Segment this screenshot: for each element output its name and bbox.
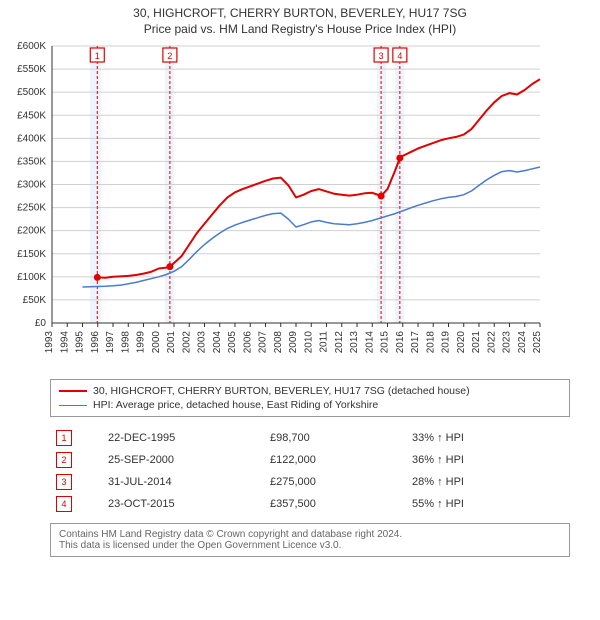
svg-text:£400K: £400K — [17, 133, 46, 144]
svg-text:2017: 2017 — [410, 331, 421, 354]
license-footer: Contains HM Land Registry data © Crown c… — [50, 523, 570, 557]
sale-marker: 4 — [56, 496, 72, 512]
svg-text:2011: 2011 — [319, 331, 330, 353]
svg-text:£200K: £200K — [17, 226, 46, 237]
svg-text:2020: 2020 — [456, 331, 467, 354]
svg-text:1994: 1994 — [59, 331, 70, 354]
sale-marker: 1 — [56, 430, 72, 446]
svg-text:1996: 1996 — [90, 331, 101, 354]
svg-text:£450K: £450K — [17, 110, 46, 121]
legend-item: 30, HIGHCROFT, CHERRY BURTON, BEVERLEY, … — [59, 384, 561, 398]
svg-text:2012: 2012 — [334, 331, 345, 354]
sale-price: £357,500 — [264, 493, 406, 515]
title-subtitle: Price paid vs. HM Land Registry's House … — [0, 22, 600, 36]
svg-text:2015: 2015 — [380, 331, 391, 354]
legend-swatch — [59, 390, 87, 392]
sale-date: 25-SEP-2000 — [102, 449, 264, 471]
sale-marker: 3 — [56, 474, 72, 490]
svg-text:1995: 1995 — [75, 331, 86, 354]
svg-text:2002: 2002 — [181, 331, 192, 354]
svg-text:2023: 2023 — [502, 331, 513, 354]
svg-text:1993: 1993 — [44, 331, 55, 354]
svg-text:1999: 1999 — [136, 331, 147, 354]
legend-label: 30, HIGHCROFT, CHERRY BURTON, BEVERLEY, … — [93, 385, 470, 397]
table-row: 1 22-DEC-1995£98,70033% ↑ HPI — [50, 427, 570, 449]
svg-text:4: 4 — [397, 51, 402, 61]
svg-text:3: 3 — [379, 51, 384, 61]
svg-text:£0: £0 — [35, 318, 47, 329]
svg-text:2001: 2001 — [166, 331, 177, 354]
svg-text:2: 2 — [167, 51, 172, 61]
svg-text:2018: 2018 — [425, 331, 436, 354]
svg-text:2014: 2014 — [364, 331, 375, 354]
page: 30, HIGHCROFT, CHERRY BURTON, BEVERLEY, … — [0, 0, 600, 620]
svg-text:£150K: £150K — [17, 249, 46, 260]
sale-marker: 2 — [56, 452, 72, 468]
svg-text:2005: 2005 — [227, 331, 238, 354]
svg-text:2007: 2007 — [258, 331, 269, 354]
sale-price: £275,000 — [264, 471, 406, 493]
title-block: 30, HIGHCROFT, CHERRY BURTON, BEVERLEY, … — [0, 0, 600, 38]
legend-item: HPI: Average price, detached house, East… — [59, 398, 561, 412]
svg-text:2013: 2013 — [349, 331, 360, 354]
table-row: 3 31-JUL-2014£275,00028% ↑ HPI — [50, 471, 570, 493]
svg-text:£50K: £50K — [23, 295, 47, 306]
svg-text:2006: 2006 — [242, 331, 253, 354]
sale-date: 31-JUL-2014 — [102, 471, 264, 493]
sale-date: 22-DEC-1995 — [102, 427, 264, 449]
svg-text:£600K: £600K — [17, 41, 46, 52]
svg-text:£550K: £550K — [17, 64, 46, 75]
chart-svg: £0 £50K £100K £150K £200K £250K £300K £350K £400… — [0, 38, 600, 368]
sale-delta: 36% ↑ HPI — [406, 449, 570, 471]
footer-line1: Contains HM Land Registry data © Crown c… — [59, 529, 561, 540]
sale-price: £98,700 — [264, 427, 406, 449]
svg-text:2000: 2000 — [151, 331, 162, 354]
title-address: 30, HIGHCROFT, CHERRY BURTON, BEVERLEY, … — [0, 6, 600, 20]
sale-delta: 55% ↑ HPI — [406, 493, 570, 515]
table-row: 2 25-SEP-2000£122,00036% ↑ HPI — [50, 449, 570, 471]
sale-delta: 33% ↑ HPI — [406, 427, 570, 449]
table-row: 4 23-OCT-2015£357,50055% ↑ HPI — [50, 493, 570, 515]
svg-text:2016: 2016 — [395, 331, 406, 354]
svg-text:£350K: £350K — [17, 156, 46, 167]
sale-delta: 28% ↑ HPI — [406, 471, 570, 493]
sales-table: 1 22-DEC-1995£98,70033% ↑ HPI 2 25-SEP-2000… — [50, 427, 570, 515]
svg-text:£250K: £250K — [17, 203, 46, 214]
svg-text:2022: 2022 — [486, 331, 497, 354]
svg-text:2024: 2024 — [517, 331, 528, 354]
svg-text:2003: 2003 — [197, 331, 208, 354]
legend: 30, HIGHCROFT, CHERRY BURTON, BEVERLEY, … — [50, 379, 570, 417]
svg-text:1998: 1998 — [120, 331, 131, 354]
svg-text:1: 1 — [95, 51, 100, 61]
legend-swatch — [59, 405, 87, 406]
svg-text:2019: 2019 — [441, 331, 452, 354]
sale-price: £122,000 — [264, 449, 406, 471]
svg-text:1997: 1997 — [105, 331, 116, 354]
svg-text:£500K: £500K — [17, 87, 46, 98]
svg-text:2025: 2025 — [532, 331, 543, 354]
svg-text:2008: 2008 — [273, 331, 284, 354]
svg-text:2010: 2010 — [303, 331, 314, 354]
svg-text:2021: 2021 — [471, 331, 482, 354]
svg-text:2009: 2009 — [288, 331, 299, 354]
svg-text:£100K: £100K — [17, 272, 46, 283]
chart: £0 £50K £100K £150K £200K £250K £300K £350K £400… — [0, 38, 600, 373]
svg-text:2004: 2004 — [212, 331, 223, 354]
svg-text:£300K: £300K — [17, 180, 46, 191]
legend-label: HPI: Average price, detached house, East… — [93, 399, 378, 411]
sale-date: 23-OCT-2015 — [102, 493, 264, 515]
footer-line2: This data is licensed under the Open Gov… — [59, 540, 561, 551]
